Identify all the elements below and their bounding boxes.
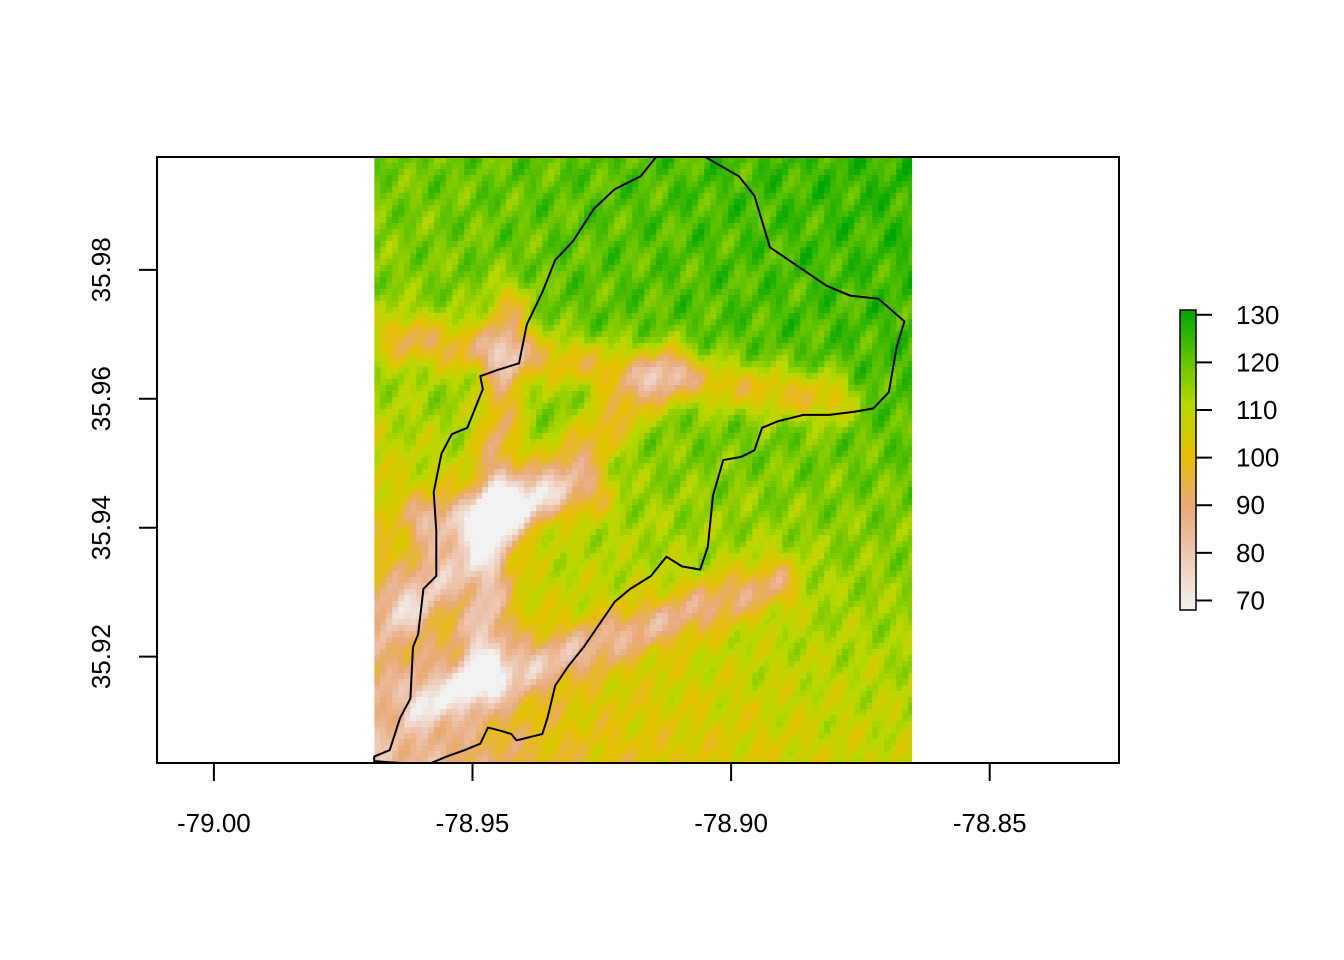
y-tick-label: 35.96 bbox=[86, 366, 116, 431]
legend-tick-label: 110 bbox=[1236, 395, 1277, 425]
legend-tick-label: 80 bbox=[1236, 538, 1265, 568]
elevation-raster bbox=[374, 157, 913, 763]
legend-tick-label: 70 bbox=[1236, 585, 1265, 615]
watershed-boundary-line bbox=[373, 156, 906, 764]
legend-tick-label: 130 bbox=[1236, 300, 1279, 330]
legend-tick-label: 120 bbox=[1236, 347, 1279, 377]
elevation-legend: 70 80 90 100 110 120 130 bbox=[1179, 300, 1279, 615]
y-tick-label: 35.94 bbox=[86, 495, 116, 560]
x-tick-label: -78.90 bbox=[694, 808, 768, 838]
y-tick-label: 35.98 bbox=[86, 237, 116, 302]
x-tick-label: -78.85 bbox=[953, 808, 1027, 838]
legend-color-bar bbox=[1179, 309, 1197, 611]
y-axis: 35.92 35.94 35.96 35.98 bbox=[86, 237, 157, 689]
x-axis: -79.00 -78.95 -78.90 -78.85 bbox=[177, 762, 1027, 838]
x-tick-label: -78.95 bbox=[436, 808, 510, 838]
x-tick-label: -79.00 bbox=[177, 808, 251, 838]
legend-tick-label: 90 bbox=[1236, 490, 1265, 520]
legend-tick-label: 100 bbox=[1236, 443, 1279, 473]
y-tick-label: 35.92 bbox=[86, 624, 116, 689]
